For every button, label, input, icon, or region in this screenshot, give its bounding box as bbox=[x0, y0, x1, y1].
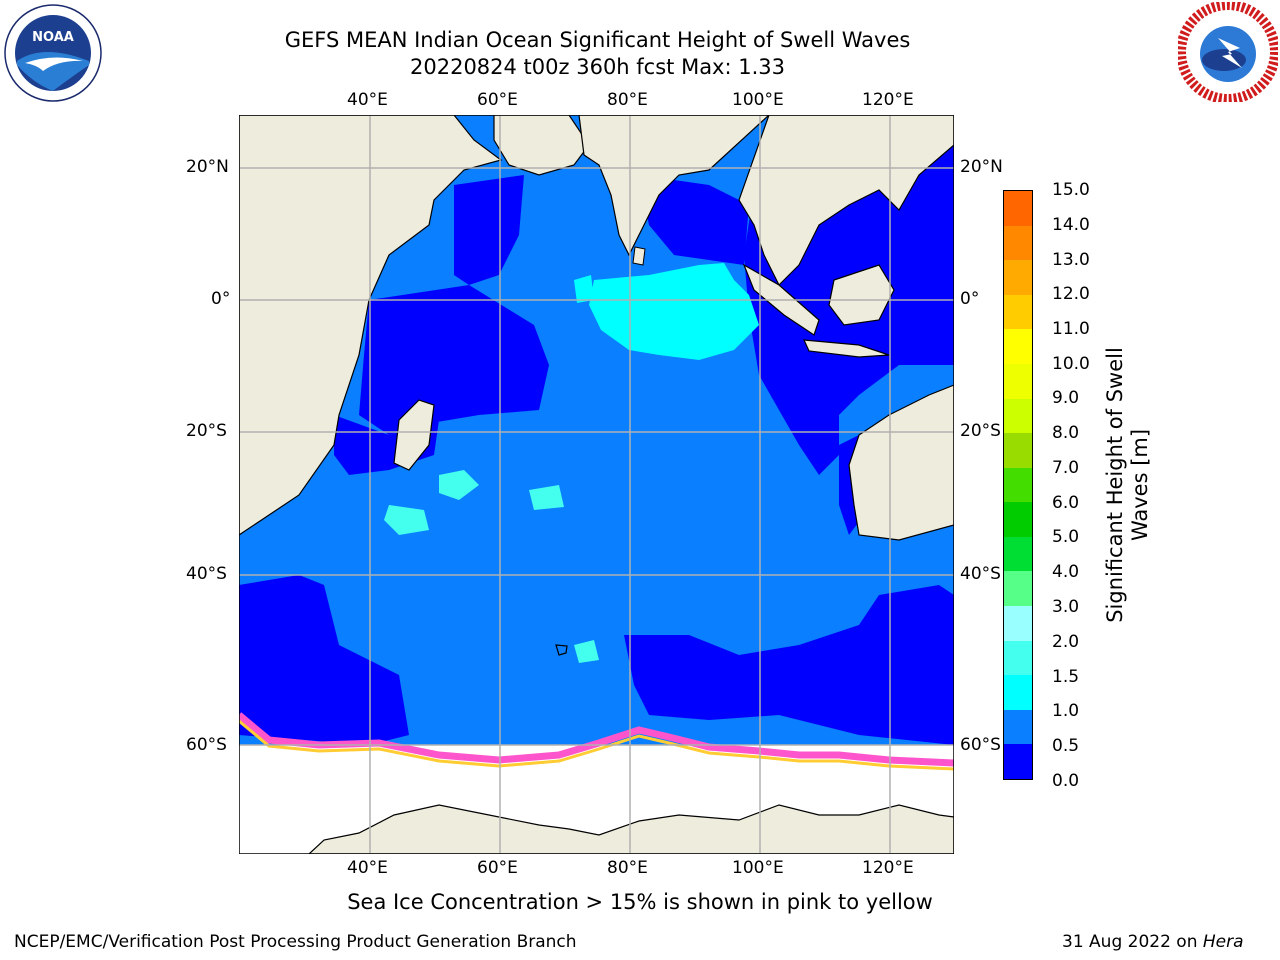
sri-lanka-landmass bbox=[632, 246, 646, 266]
antarctica-landmass bbox=[308, 804, 954, 854]
colorbar-title-line2: Waves [m] bbox=[1128, 428, 1152, 542]
colorbar-segment bbox=[1004, 225, 1032, 261]
colorbar-title-line1: Significant Height of Swell bbox=[1103, 347, 1127, 623]
sea-ice-edge-yellow bbox=[239, 719, 954, 771]
footer-date: 31 Aug 2022 on Hera bbox=[1062, 932, 1244, 952]
nws-logo bbox=[1178, 2, 1278, 102]
colorbar-segment bbox=[1004, 363, 1032, 399]
java-landmass bbox=[803, 339, 890, 358]
colorbar-tick-5: 5.0 bbox=[1052, 527, 1080, 547]
sea-ice-note: Sea Ice Concentration > 15% is shown in … bbox=[347, 890, 933, 914]
colorbar-segment bbox=[1004, 570, 1032, 607]
footer-date-text: 31 Aug 2022 on bbox=[1062, 932, 1203, 952]
colorbar-tick-15: 15.0 bbox=[1052, 180, 1090, 200]
colorbar-segment bbox=[1004, 328, 1032, 364]
colorbar-segment bbox=[1004, 398, 1032, 434]
lon-label-top-120e: 120°E bbox=[862, 90, 914, 110]
noaa-logo: NOAA bbox=[4, 4, 102, 102]
colorbar-segment bbox=[1004, 432, 1032, 468]
kerguelen-island bbox=[555, 644, 568, 656]
colorbar-segment bbox=[1004, 501, 1032, 537]
colorbar-tick-1-5: 1.5 bbox=[1052, 667, 1080, 687]
high-swell-patch-2 bbox=[574, 275, 594, 303]
lat-label-left-0: 0° bbox=[211, 289, 231, 309]
noaa-logo-text: NOAA bbox=[32, 30, 74, 45]
colorbar-segment bbox=[1004, 605, 1032, 641]
low-swell-southwest bbox=[239, 575, 409, 745]
colorbar-segment bbox=[1004, 674, 1032, 710]
lat-label-right-20s: 20°S bbox=[960, 421, 1001, 441]
lat-label-right-0: 0° bbox=[960, 289, 980, 309]
lon-label-bottom-40e: 40°E bbox=[347, 858, 388, 878]
colorbar bbox=[1003, 190, 1033, 780]
colorbar-segment bbox=[1004, 190, 1032, 226]
colorbar-tick-4: 4.0 bbox=[1052, 562, 1080, 582]
footer-branch: NCEP/EMC/Verification Post Processing Pr… bbox=[14, 932, 577, 952]
high-swell-patch-south-1 bbox=[439, 470, 479, 500]
colorbar-tick-10: 10.0 bbox=[1052, 354, 1090, 374]
lon-label-bottom-120e: 120°E bbox=[862, 858, 914, 878]
lon-label-bottom-100e: 100°E bbox=[732, 858, 784, 878]
colorbar-tick-12: 12.0 bbox=[1052, 284, 1090, 304]
colorbar-tick-3: 3.0 bbox=[1052, 597, 1080, 617]
colorbar-tick-6: 6.0 bbox=[1052, 493, 1080, 513]
lon-label-top-80e: 80°E bbox=[607, 90, 648, 110]
colorbar-tick-7: 7.0 bbox=[1052, 458, 1080, 478]
sea-ice-edge bbox=[239, 712, 954, 767]
colorbar-tick-11: 11.0 bbox=[1052, 319, 1090, 339]
high-swell-patch-south-4 bbox=[574, 640, 599, 663]
lat-label-right-20n: 20°N bbox=[960, 157, 1003, 177]
lon-label-top-100e: 100°E bbox=[732, 90, 784, 110]
colorbar-segment bbox=[1004, 640, 1032, 676]
colorbar-tick-9: 9.0 bbox=[1052, 388, 1080, 408]
colorbar-tick-13: 13.0 bbox=[1052, 250, 1090, 270]
colorbar-segment bbox=[1004, 536, 1032, 572]
colorbar-segment bbox=[1004, 259, 1032, 295]
madagascar-landmass bbox=[393, 399, 435, 471]
colorbar-tick-0-5: 0.5 bbox=[1052, 736, 1080, 756]
high-swell-equatorial-patch bbox=[589, 263, 759, 360]
colorbar-segment bbox=[1004, 743, 1032, 779]
map-grid bbox=[239, 115, 954, 854]
lon-label-top-60e: 60°E bbox=[477, 90, 518, 110]
lat-label-left-60s: 60°S bbox=[186, 735, 227, 755]
colorbar-segment bbox=[1004, 709, 1032, 745]
colorbar-tick-14: 14.0 bbox=[1052, 215, 1090, 235]
colorbar-tick-1: 1.0 bbox=[1052, 701, 1080, 721]
lon-label-bottom-80e: 80°E bbox=[607, 858, 648, 878]
southeast-asia-landmass bbox=[738, 115, 954, 287]
lat-label-right-40s: 40°S bbox=[960, 564, 1001, 584]
lon-label-top-40e: 40°E bbox=[347, 90, 388, 110]
low-swell-bay-of-bengal bbox=[639, 175, 749, 265]
low-swell-somali-basin bbox=[359, 285, 549, 435]
borneo-landmass bbox=[828, 264, 895, 326]
footer-host: Hera bbox=[1202, 932, 1244, 952]
lat-label-left-40s: 40°S bbox=[186, 564, 227, 584]
africa-landmass bbox=[239, 115, 503, 536]
high-swell-patch-south-2 bbox=[384, 505, 429, 535]
map-subtitle: 20220824 t00z 360h fcst Max: 1.33 bbox=[410, 55, 785, 79]
lat-label-left-20s: 20°S bbox=[186, 421, 227, 441]
high-swell-patch-south-3 bbox=[529, 485, 564, 510]
colorbar-tick-0: 0.0 bbox=[1052, 771, 1080, 791]
arabia-landmass bbox=[493, 115, 590, 176]
colorbar-tick-2: 2.0 bbox=[1052, 632, 1080, 652]
indian-ocean-swell-map bbox=[239, 115, 954, 854]
lat-label-right-60s: 60°S bbox=[960, 735, 1001, 755]
australia-landmass bbox=[848, 384, 954, 541]
colorbar-tick-8: 8.0 bbox=[1052, 423, 1080, 443]
map-title: GEFS MEAN Indian Ocean Significant Heigh… bbox=[284, 28, 911, 52]
colorbar-segment bbox=[1004, 467, 1032, 503]
lon-label-bottom-60e: 60°E bbox=[477, 858, 518, 878]
india-landmass bbox=[578, 115, 770, 257]
lat-label-left-20n: 20°N bbox=[186, 157, 229, 177]
colorbar-segment bbox=[1004, 294, 1032, 330]
low-swell-south-central bbox=[624, 585, 954, 745]
low-swell-arabian-sea bbox=[454, 175, 524, 285]
